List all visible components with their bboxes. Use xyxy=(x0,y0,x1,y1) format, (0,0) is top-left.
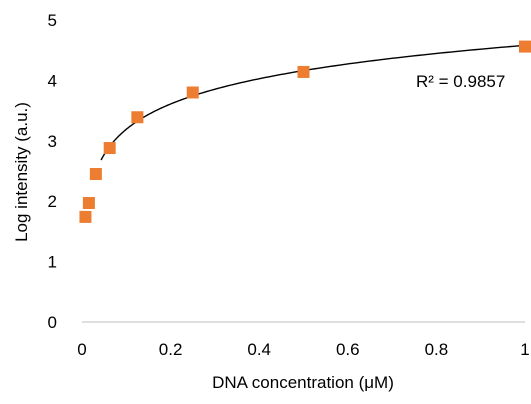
x-tick-label: 0.2 xyxy=(159,340,183,359)
y-tick-label: 5 xyxy=(48,11,57,30)
x-tick-labels: 0 0.2 0.4 0.6 0.8 1 xyxy=(77,340,529,359)
y-tick-label: 3 xyxy=(48,132,57,151)
trendline xyxy=(100,44,526,161)
data-point xyxy=(89,168,102,181)
y-axis-title: Log intensity (a.u.) xyxy=(12,102,31,242)
y-tick-label: 0 xyxy=(48,313,57,332)
data-point xyxy=(82,197,95,210)
y-tick-label: 2 xyxy=(48,192,57,211)
data-point xyxy=(297,65,310,78)
x-tick-label: 1 xyxy=(520,340,529,359)
y-tick-labels: 0 1 2 3 4 5 xyxy=(48,11,57,332)
x-tick-label: 0.8 xyxy=(425,340,449,359)
data-point xyxy=(519,40,531,53)
x-tick-label: 0.4 xyxy=(247,340,271,359)
y-tick-label: 1 xyxy=(48,253,57,272)
y-tick-label: 4 xyxy=(48,71,57,90)
data-point xyxy=(131,111,144,124)
data-points xyxy=(79,40,531,223)
data-point xyxy=(79,210,92,223)
x-tick-label: 0 xyxy=(77,340,86,359)
data-point xyxy=(186,86,199,99)
x-tick-label: 0.6 xyxy=(336,340,360,359)
data-point xyxy=(103,142,116,155)
r-squared-label: R² = 0.9857 xyxy=(416,72,505,91)
x-axis-title: DNA concentration (μM) xyxy=(212,373,394,392)
